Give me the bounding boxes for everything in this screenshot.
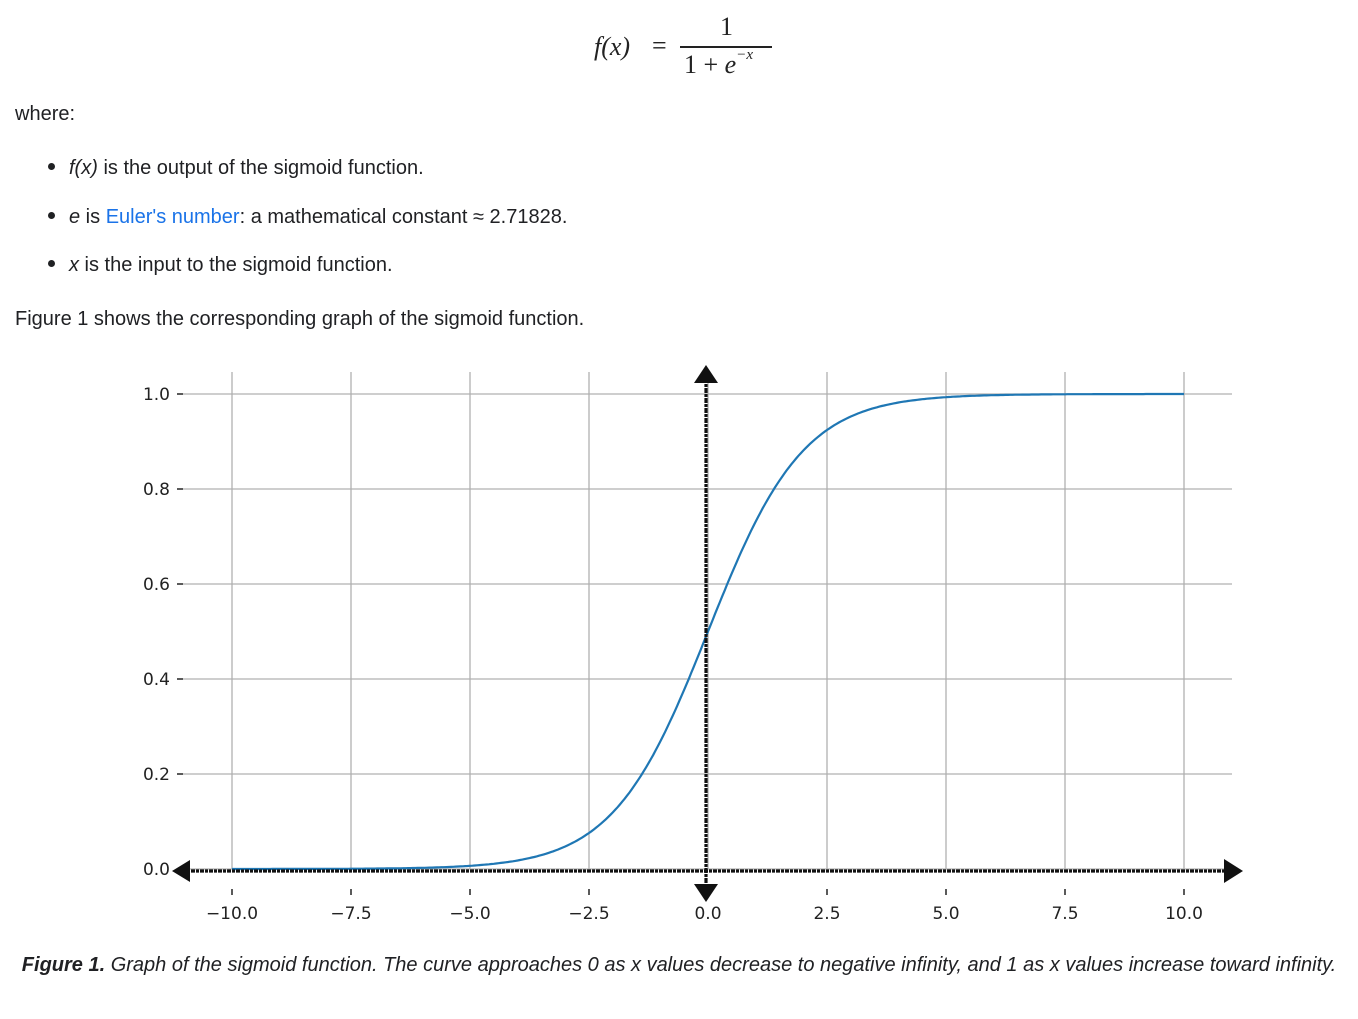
chart-svg: 0.0 0.2 0.4 0.6 0.8 1.0 −10.0 −7.5 −5.0 −2.5 0.0 2… [143, 365, 1243, 924]
formula-equals: = [652, 31, 667, 60]
list-item: x is the input to the sigmoid function. [48, 253, 393, 277]
caption-label: Figure 1. [21, 954, 106, 976]
eulers-number-link[interactable]: Euler's number [105, 206, 240, 228]
x-tick-label: −10.0 [206, 904, 258, 924]
where-label: where: [15, 103, 76, 125]
caption-text: Graph of the sigmoid function. The curve… [105, 954, 1337, 976]
y-tick-label: 0.6 [143, 575, 170, 595]
x-axis-ticks: −10.0 −7.5 −5.0 −2.5 0.0 2.5 5.0 7.5 10.0 [206, 889, 1203, 924]
sigmoid-chart: 0.0 0.2 0.4 0.6 0.8 1.0 −10.0 −7.5 −5.0 −2.5 0.0 2… [143, 365, 1243, 924]
list-item: f(x) is the output of the sigmoid functi… [48, 156, 424, 180]
bullet-icon [48, 260, 55, 268]
formula-denominator: 1 + e−x [684, 47, 753, 80]
list-item: e is Euler's number: a mathematical cons… [48, 205, 567, 229]
arrow-down-icon [694, 884, 718, 902]
denominator-base: 1 + [684, 50, 725, 79]
denominator-e: e [724, 50, 737, 79]
fraction-bar [680, 46, 772, 48]
x-tick-label: 7.5 [1051, 904, 1078, 924]
bullet-icon [48, 163, 55, 171]
definition: : a mathematical constant ≈ 2.71828. [239, 206, 568, 228]
definition-prefix: is [80, 206, 106, 228]
x-tick-label: −2.5 [568, 904, 609, 924]
y-axis-ticks: 0.0 0.2 0.4 0.6 0.8 1.0 [143, 385, 183, 880]
x-tick-label: 0.0 [694, 904, 721, 924]
axes-arrows [172, 365, 1243, 902]
figure-intro: Figure 1 shows the corresponding graph o… [15, 308, 585, 330]
x-tick-label: 10.0 [1165, 904, 1203, 924]
y-tick-label: 0.8 [143, 480, 170, 500]
grid-lines [183, 372, 1232, 870]
definition: is the input to the sigmoid function. [79, 254, 393, 276]
sigmoid-curve [232, 392, 1184, 871]
x-tick-label: 2.5 [813, 904, 840, 924]
y-tick-label: 0.2 [143, 765, 170, 785]
arrow-right-icon [1224, 859, 1243, 883]
x-tick-label: −7.5 [330, 904, 371, 924]
term: f(x) [69, 157, 98, 179]
figure-caption: Figure 1. Graph of the sigmoid function.… [20, 949, 1338, 981]
bullet-icon [48, 212, 55, 220]
y-tick-label: 0.4 [143, 670, 170, 690]
arrow-up-icon [694, 365, 718, 383]
term: x [69, 254, 79, 276]
formula-numerator: 1 [720, 12, 733, 41]
formula-lhs: f(x) [594, 32, 631, 61]
y-tick-label: 0.0 [143, 860, 170, 880]
term: e [69, 206, 81, 228]
denominator-exponent: −x [736, 47, 753, 64]
definition: is the output of the sigmoid function. [97, 157, 424, 179]
arrow-left-icon [172, 860, 190, 882]
y-tick-label: 1.0 [143, 385, 170, 405]
x-tick-label: 5.0 [932, 904, 959, 924]
x-tick-label: −5.0 [449, 904, 490, 924]
